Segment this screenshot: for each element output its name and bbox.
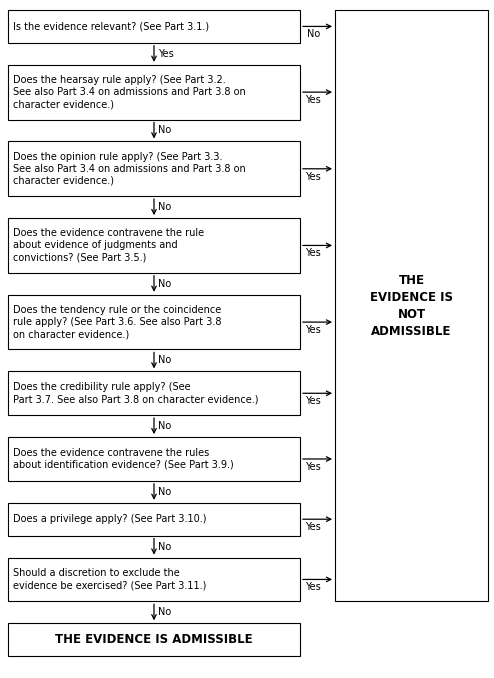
Text: Does the hearsay rule apply? (See Part 3.2.
See also Part 3.4 on admissions and : Does the hearsay rule apply? (See Part 3… bbox=[13, 75, 246, 109]
Text: No: No bbox=[158, 279, 171, 289]
Bar bbox=[8, 218, 300, 273]
Bar bbox=[8, 142, 300, 196]
Text: Yes: Yes bbox=[305, 462, 321, 472]
Text: Yes: Yes bbox=[305, 396, 321, 406]
Text: No: No bbox=[158, 487, 171, 497]
Text: Yes: Yes bbox=[305, 582, 321, 593]
Text: No: No bbox=[158, 542, 171, 552]
Bar bbox=[335, 10, 488, 601]
Text: Yes: Yes bbox=[305, 248, 321, 258]
Text: Does the evidence contravene the rules
about identification evidence? (See Part : Does the evidence contravene the rules a… bbox=[13, 448, 234, 470]
Text: THE
EVIDENCE IS
NOT
ADMISSIBLE: THE EVIDENCE IS NOT ADMISSIBLE bbox=[370, 274, 453, 338]
Text: No: No bbox=[158, 421, 171, 431]
Text: Yes: Yes bbox=[158, 49, 174, 59]
Bar bbox=[8, 557, 300, 601]
Text: No: No bbox=[158, 202, 171, 212]
Bar bbox=[8, 295, 300, 349]
Text: No: No bbox=[158, 355, 171, 365]
Text: Should a discretion to exclude the
evidence be exercised? (See Part 3.11.): Should a discretion to exclude the evide… bbox=[13, 568, 206, 591]
Text: Does the opinion rule apply? (See Part 3.3.
See also Part 3.4 on admissions and : Does the opinion rule apply? (See Part 3… bbox=[13, 152, 246, 186]
Text: THE EVIDENCE IS ADMISSIBLE: THE EVIDENCE IS ADMISSIBLE bbox=[55, 633, 253, 646]
Bar bbox=[8, 65, 300, 119]
Text: Does the credibility rule apply? (See
Part 3.7. See also Part 3.8 on character e: Does the credibility rule apply? (See Pa… bbox=[13, 382, 258, 404]
Text: Yes: Yes bbox=[305, 172, 321, 182]
Text: No: No bbox=[158, 607, 171, 617]
Text: Does a privilege apply? (See Part 3.10.): Does a privilege apply? (See Part 3.10.) bbox=[13, 514, 206, 524]
Bar bbox=[8, 503, 300, 536]
Bar bbox=[8, 10, 300, 43]
Bar bbox=[8, 372, 300, 415]
Text: Does the evidence contravene the rule
about evidence of judgments and
conviction: Does the evidence contravene the rule ab… bbox=[13, 228, 204, 262]
Text: No: No bbox=[307, 29, 320, 39]
Text: Yes: Yes bbox=[305, 95, 321, 105]
Text: No: No bbox=[158, 125, 171, 136]
Bar bbox=[8, 437, 300, 481]
Text: Does the tendency rule or the coincidence
rule apply? (See Part 3.6. See also Pa: Does the tendency rule or the coincidenc… bbox=[13, 305, 221, 339]
Text: Is the evidence relevant? (See Part 3.1.): Is the evidence relevant? (See Part 3.1.… bbox=[13, 22, 209, 31]
Text: Yes: Yes bbox=[305, 325, 321, 335]
Text: Yes: Yes bbox=[305, 522, 321, 532]
Bar bbox=[8, 623, 300, 656]
